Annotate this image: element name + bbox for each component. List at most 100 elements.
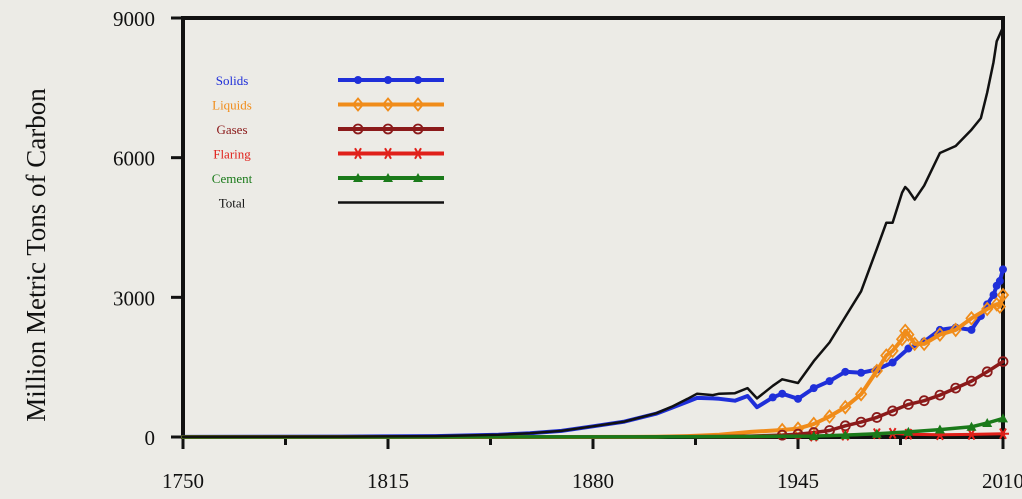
series-liquids-marker: [870, 363, 884, 379]
series-cement-marker: [840, 430, 851, 440]
series-liquids-marker: [886, 343, 899, 359]
series-total-line: [181, 26, 1005, 439]
series-flaring-marker-stroke: [999, 428, 1007, 440]
series-layer: [181, 26, 1010, 442]
series-cement-marker: [998, 413, 1008, 423]
series-liquids-marker: [839, 399, 852, 415]
legend-solids-marker: [384, 76, 392, 84]
series-cement-marker: [982, 418, 993, 428]
legend-flaring-marker-stroke: [354, 147, 362, 160]
series-cement: [181, 413, 1008, 441]
series-liquids-marker: [949, 322, 962, 338]
legend-solids-marker: [414, 76, 422, 84]
legend-solids-label: Solids: [216, 73, 249, 88]
series-solids-marker: [768, 393, 777, 402]
legend-flaring-marker: [412, 147, 424, 160]
series-total: [181, 26, 1005, 439]
legend-liquids-marker: [351, 97, 365, 112]
legend-cement-marker: [353, 173, 363, 182]
legend-cement-marker: [413, 173, 423, 182]
y-tick-label: 6000: [113, 147, 155, 171]
x-tick-label: 1945: [777, 469, 819, 493]
legend-gases-marker: [382, 123, 394, 135]
series-liquids: [181, 287, 1010, 439]
series-gases-marker: [934, 389, 946, 401]
legend-liquids-marker: [411, 97, 425, 112]
legend-flaring: Flaring: [213, 147, 444, 162]
series-liquids-marker: [908, 336, 921, 352]
series-solids-marker: [989, 291, 998, 300]
series-cement-marker: [871, 428, 882, 438]
legend: Solids Liquids Gases Flaring Cement Total: [212, 73, 444, 211]
series-flaring-marker: [965, 428, 978, 441]
x-tick-label: 1815: [367, 469, 409, 493]
series-gases-marker: [966, 375, 977, 387]
legend-gases-marker: [412, 123, 424, 135]
legend-solids: Solids: [216, 73, 444, 88]
series-gases-marker: [981, 366, 993, 378]
legend-liquids-label: Liquids: [212, 98, 252, 113]
series-liquids-marker: [981, 301, 994, 317]
x-tick-label: 1750: [162, 469, 204, 493]
series-liquids-marker: [993, 299, 1007, 315]
series-gases-marker: [792, 428, 804, 440]
series-cement-marker: [808, 431, 819, 441]
series-gases-marker: [902, 399, 914, 410]
series-liquids-marker: [996, 287, 1010, 303]
y-tick-label: 0: [145, 426, 156, 450]
axis-ticks: 1750 1815 1880 1945 2010 0 3000 6000 9000: [113, 7, 1022, 493]
legend-liquids: Liquids: [212, 97, 444, 113]
legend-flaring-marker-stroke: [414, 147, 422, 160]
legend-total: Total: [219, 196, 444, 211]
series-solids-marker: [778, 389, 787, 398]
legend-cement-marker: [383, 173, 393, 182]
series-solids-marker: [967, 325, 976, 334]
y-tick-label: 3000: [113, 286, 155, 310]
legend-liquids-marker: [381, 97, 395, 112]
series-gases-marker: [918, 395, 930, 407]
y-tick-label: 9000: [113, 7, 155, 31]
series-solids-marker: [841, 367, 850, 376]
series-gases-marker: [871, 412, 883, 423]
series-liquids-marker: [854, 386, 868, 402]
y-axis-label: Million Metric Tons of Carbon: [21, 88, 51, 422]
series-liquids-marker: [917, 336, 931, 352]
series-solids-marker: [999, 265, 1007, 274]
series-solids-marker: [825, 377, 834, 386]
x-tick-label: 1880: [572, 469, 614, 493]
legend-flaring-marker-stroke: [384, 147, 392, 160]
legend-cement: Cement: [212, 171, 444, 186]
series-liquids-line: [181, 293, 1005, 439]
series-liquids-marker: [965, 310, 978, 326]
series-solids-marker: [888, 358, 897, 367]
legend-cement-label: Cement: [212, 171, 253, 186]
series-gases-marker: [997, 356, 1009, 367]
series-flaring-marker: [997, 428, 1009, 440]
legend-gases: Gases: [216, 122, 444, 137]
series-liquids-marker: [823, 409, 836, 424]
series-solids-marker: [794, 394, 802, 403]
legend-gases-label: Gases: [216, 122, 247, 137]
series-solids-marker: [857, 368, 866, 377]
series-cement-marker: [934, 424, 945, 434]
legend-solids-marker: [354, 76, 362, 84]
series-gases-marker: [855, 416, 867, 428]
series-liquids-marker: [807, 416, 820, 432]
legend-total-label: Total: [219, 196, 246, 211]
legend-flaring-label: Flaring: [213, 147, 251, 162]
x-tick-label: 2010: [982, 469, 1022, 493]
series-cement-marker: [903, 426, 914, 436]
series-liquids-marker: [933, 327, 947, 342]
legend-flaring-marker: [352, 147, 364, 160]
series-liquids-marker: [902, 327, 915, 342]
series-solids-marker: [995, 277, 1004, 286]
legend-flaring-marker: [382, 147, 394, 160]
series-solids-marker: [904, 344, 913, 353]
series-flaring-marker-stroke: [967, 428, 976, 441]
series-solids-marker: [809, 384, 818, 393]
series-gases-marker: [887, 405, 899, 417]
series-gases-marker: [950, 382, 962, 394]
series-cement-marker: [966, 421, 977, 431]
